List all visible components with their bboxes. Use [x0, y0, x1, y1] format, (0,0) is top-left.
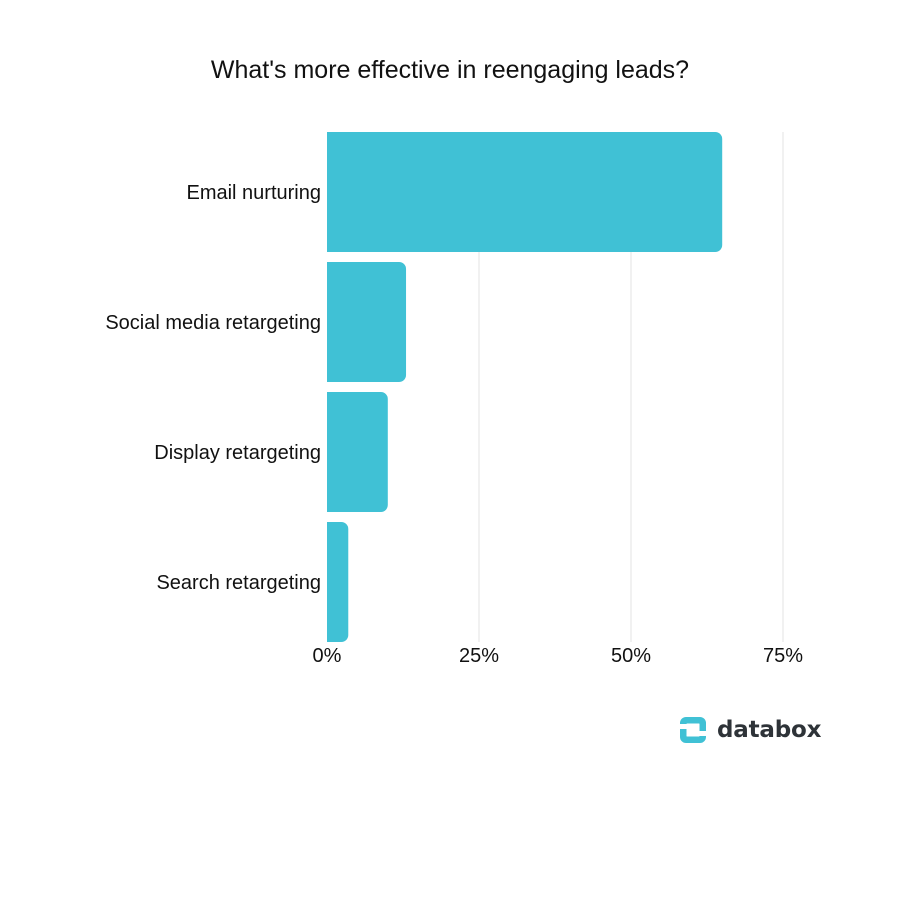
bars — [327, 132, 723, 642]
x-tick-label: 75% — [763, 645, 803, 667]
bar — [327, 522, 349, 642]
chart-title: What's more effective in reengaging lead… — [210, 56, 690, 84]
bar — [327, 262, 407, 382]
databox-logo: databox — [678, 714, 821, 746]
databox-logo-icon — [680, 717, 706, 743]
x-tick-label: 0% — [313, 645, 342, 667]
category-label: Social media retargeting — [105, 312, 321, 334]
category-label: Search retargeting — [156, 572, 321, 594]
x-tick-label: 50% — [611, 645, 651, 667]
bar — [327, 392, 388, 512]
category-label: Display retargeting — [154, 442, 321, 464]
x-axis-ticks: 0% 25% 50% 75% — [313, 645, 804, 667]
x-tick-label: 25% — [459, 645, 499, 667]
databox-logo-text: databox — [717, 717, 822, 743]
bar — [327, 132, 723, 252]
category-labels: Email nurturing Social media retargeting D… — [105, 182, 321, 594]
category-label: Email nurturing — [186, 182, 321, 204]
